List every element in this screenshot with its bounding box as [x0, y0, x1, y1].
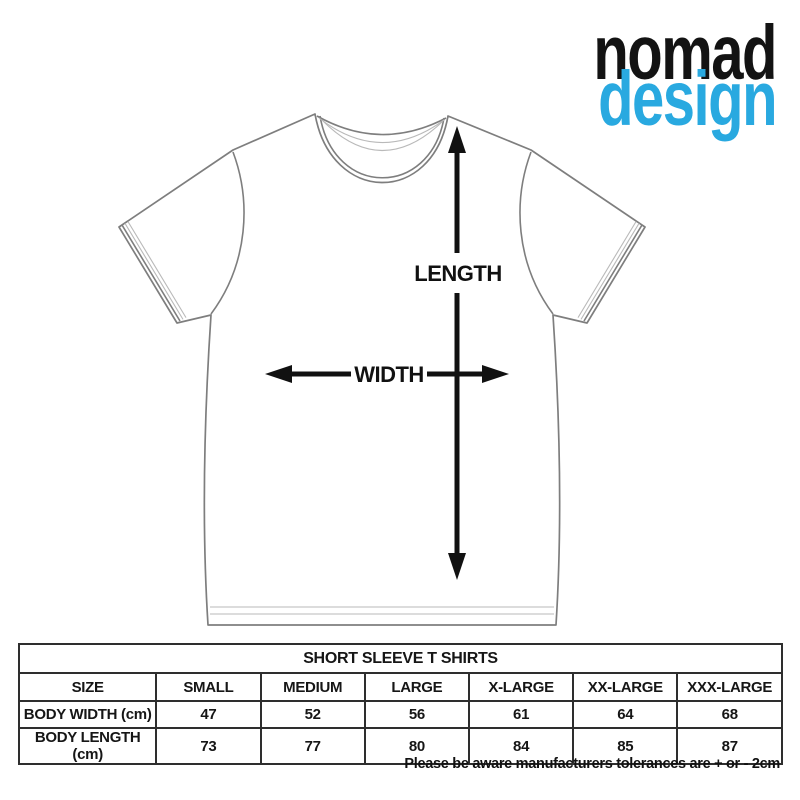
body-width-large: 56 — [363, 700, 470, 729]
right-cuff-hem-inner2 — [577, 221, 637, 318]
right-cuff-hem-inner — [580, 223, 640, 320]
size-chart-table: SHORT SLEEVE T SHIRTS SIZE SMALL MEDIUM … — [17, 643, 783, 765]
collar-back-rib — [318, 117, 445, 143]
length-arrowhead-down — [448, 553, 466, 580]
tolerance-note: Please be aware manufacturers tolerances… — [404, 756, 780, 772]
width-arrowhead-left — [265, 365, 292, 383]
body-width-xxxlarge: 68 — [676, 700, 783, 729]
right-armhole-seam — [519, 151, 554, 315]
collar-inner-edge — [319, 115, 445, 179]
column-header-large: LARGE — [363, 672, 470, 702]
length-arrow — [448, 126, 466, 580]
table-row-body-width: BODY WIDTH (cm) 47 52 56 61 64 68 — [17, 700, 783, 729]
tshirt-measurement-diagram: LENGTH WIDTH — [118, 113, 646, 626]
table-title: SHORT SLEEVE T SHIRTS — [18, 643, 783, 674]
column-header-medium: MEDIUM — [259, 672, 366, 702]
column-header-xlarge: X-LARGE — [467, 672, 575, 702]
row-label-body-width: BODY WIDTH (cm) — [17, 700, 158, 729]
body-length-small: 73 — [155, 727, 262, 765]
body-length-xxlarge: 85 — [572, 727, 679, 765]
body-width-small: 47 — [155, 700, 262, 729]
column-header-small: SMALL — [155, 672, 262, 702]
collar-back-seam — [316, 115, 447, 136]
left-armhole-seam — [210, 151, 245, 315]
width-label: WIDTH — [354, 362, 424, 387]
length-arrowhead-up — [448, 126, 466, 153]
length-label: LENGTH — [414, 261, 501, 286]
column-header-size: SIZE — [17, 672, 158, 702]
width-arrowhead-right — [482, 365, 509, 383]
right-cuff-hem — [583, 224, 643, 322]
body-width-medium: 52 — [259, 700, 366, 729]
body-width-xxlarge: 64 — [572, 700, 679, 729]
column-header-xxlarge: XX-LARGE — [572, 672, 679, 702]
body-width-xlarge: 61 — [467, 700, 575, 729]
column-header-xxxlarge: XXX-LARGE — [676, 672, 783, 702]
body-length-large: 80 — [363, 727, 470, 765]
table-header-row: SIZE SMALL MEDIUM LARGE X-LARGE XX-LARGE… — [17, 672, 783, 702]
width-arrow — [265, 365, 509, 383]
body-length-medium: 77 — [259, 727, 366, 765]
left-cuff-hem-inner2 — [127, 221, 187, 318]
table-row-body-length: BODY LENGTH (cm) 73 77 80 84 85 87 — [17, 727, 783, 765]
body-length-xlarge: 84 — [467, 727, 575, 765]
tshirt-outline — [118, 113, 646, 626]
left-cuff-hem-inner — [124, 223, 184, 320]
collar-back-rib2 — [321, 119, 443, 151]
table-title-row: SHORT SLEEVE T SHIRTS — [18, 643, 783, 674]
left-cuff-hem — [121, 224, 181, 322]
body-length-xxxlarge: 87 — [676, 727, 783, 765]
row-label-body-length: BODY LENGTH (cm) — [17, 727, 158, 765]
